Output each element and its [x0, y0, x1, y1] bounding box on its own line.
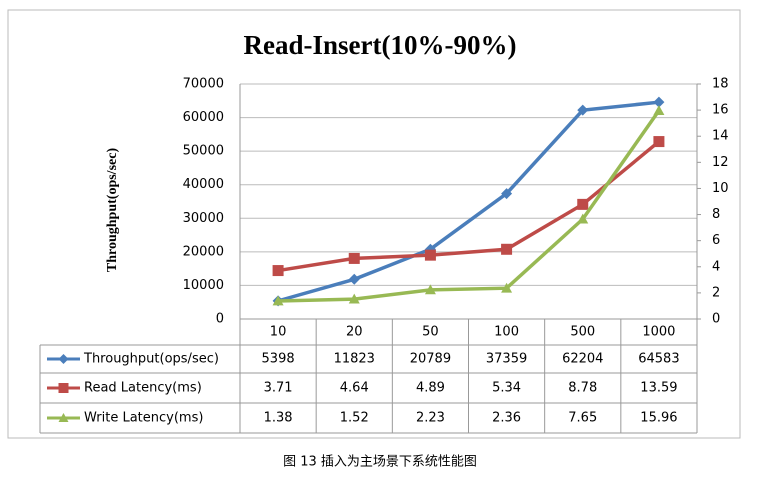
marker: [58, 354, 69, 364]
y-tick-label: 50000: [183, 144, 224, 159]
table-value: 5.34: [492, 381, 521, 396]
y2-tick-label: 12: [712, 155, 729, 170]
table-value: 20789: [410, 352, 451, 367]
table-value: 5398: [262, 352, 295, 367]
marker: [653, 105, 665, 116]
marker: [424, 284, 436, 295]
y-tick-label: 0: [216, 312, 224, 327]
x-tick-label: 1000: [642, 325, 675, 340]
y-tick-label: 20000: [183, 244, 224, 259]
y2-tick-label: 8: [712, 207, 720, 222]
y2-tick-label: 10: [712, 181, 729, 196]
table-value: 2.36: [492, 411, 521, 426]
marker: [577, 198, 589, 210]
marker: [653, 136, 665, 148]
table-value: 4.89: [416, 381, 445, 396]
series-line: [277, 140, 661, 273]
table-value: 13.59: [640, 381, 677, 396]
x-tick-label: 50: [422, 325, 439, 340]
caption: 图 13 插入为主场景下系统性能图: [283, 455, 477, 470]
table-value: 7.65: [568, 411, 597, 426]
marker: [501, 188, 513, 200]
y2-tick-label: 6: [712, 233, 720, 248]
table-value: 62204: [562, 352, 603, 367]
table-value: 8.78: [568, 381, 597, 396]
marker: [348, 293, 360, 304]
legend-label: Throughput(ops/sec): [83, 352, 219, 367]
chart-title: Read-Insert(10%-90%): [244, 30, 517, 60]
marker: [577, 104, 589, 116]
y-tick-label: 60000: [183, 110, 224, 125]
table-value: 37359: [486, 352, 527, 367]
marker: [58, 383, 69, 393]
x-tick-label: 100: [494, 325, 519, 340]
marker: [424, 249, 436, 261]
marker: [348, 273, 360, 285]
y-tick-label: 10000: [183, 278, 224, 293]
marker: [501, 282, 513, 293]
table-value: 2.23: [416, 411, 445, 426]
y-tick-label: 70000: [183, 77, 224, 92]
table-value: 1.52: [340, 411, 369, 426]
marker: [348, 252, 360, 264]
legend-label: Read Latency(ms): [84, 381, 202, 396]
table-value: 64583: [638, 352, 679, 367]
y2-tick-label: 2: [712, 285, 720, 300]
y2-tick-label: 4: [712, 259, 720, 274]
series-line: [278, 109, 661, 303]
y-axis-label: Throughput(ops/sec): [105, 148, 120, 273]
y-tick-label: 30000: [183, 211, 224, 226]
y2-tick-label: 16: [712, 103, 729, 118]
table-value: 1.38: [264, 411, 293, 426]
y2-tick-label: 0: [712, 312, 720, 327]
marker: [501, 243, 513, 255]
x-tick-label: 20: [346, 325, 363, 340]
y2-tick-label: 18: [712, 77, 729, 92]
marker: [653, 96, 665, 108]
x-tick-label: 500: [570, 325, 595, 340]
y-tick-label: 40000: [183, 177, 224, 192]
table-value: 4.64: [340, 381, 369, 396]
legend-label: Write Latency(ms): [84, 411, 203, 426]
table-value: 15.96: [640, 411, 677, 426]
marker: [58, 413, 69, 422]
marker: [272, 265, 284, 277]
series-line: [277, 100, 660, 303]
marker: [577, 213, 589, 224]
chart-frame: [7, 9, 741, 439]
y2-tick-label: 14: [712, 129, 729, 144]
table-value: 3.71: [264, 381, 293, 396]
marker: [272, 295, 284, 306]
x-tick-label: 10: [270, 325, 287, 340]
table-value: 11823: [334, 352, 375, 367]
